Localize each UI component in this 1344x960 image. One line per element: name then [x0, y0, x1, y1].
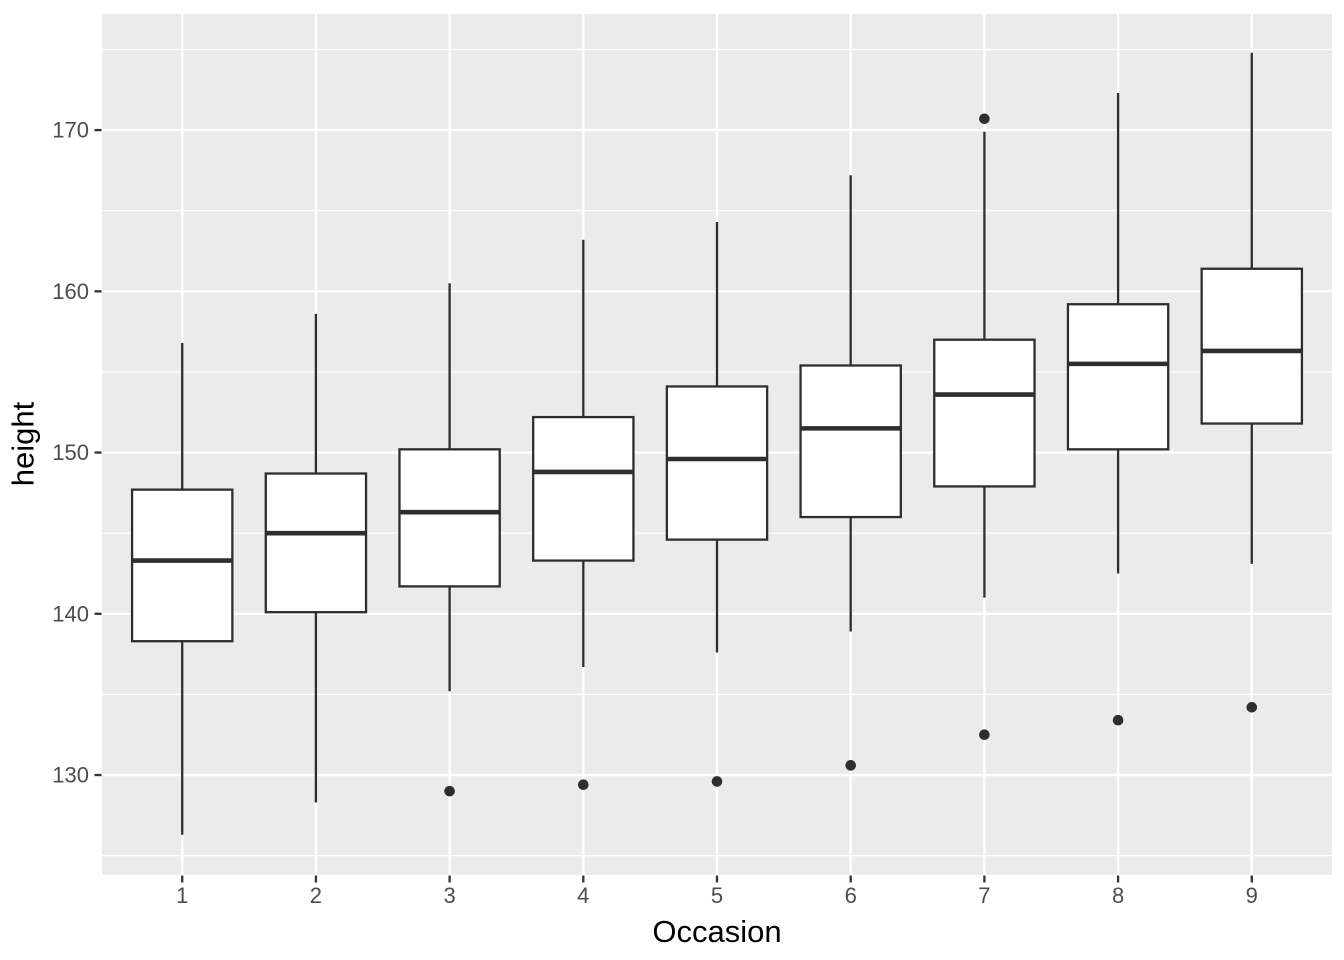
outlier-point [979, 729, 990, 741]
outlier-point [1112, 714, 1124, 726]
x-tick-label: 2 [310, 883, 322, 908]
x-tick-label: 6 [845, 883, 857, 908]
y-tick-label: 150 [52, 440, 89, 465]
x-axis-title: Occasion [652, 914, 782, 949]
boxplot-occasion-9 [1200, 52, 1304, 713]
boxplot-occasion-5 [665, 221, 769, 787]
outlier-point [845, 760, 856, 771]
iqr-box [933, 338, 1036, 488]
boxplot-occasion-2 [264, 313, 368, 803]
iqr-box [1066, 303, 1170, 451]
iqr-box [398, 448, 501, 588]
boxplot-occasion-6 [799, 175, 902, 771]
x-tick-label: 5 [711, 883, 723, 908]
y-tick-label: 170 [52, 118, 89, 143]
iqr-box [264, 472, 368, 614]
outlier-point [711, 776, 723, 787]
y-tick-label: 130 [52, 763, 89, 788]
boxplot-occasion-7 [933, 113, 1036, 741]
x-tick-label: 7 [978, 883, 990, 908]
iqr-box [665, 385, 769, 541]
boxplot-occasion-1 [130, 342, 234, 835]
outlier-point [578, 779, 589, 791]
outlier-point [1246, 702, 1258, 713]
x-tick-label: 9 [1246, 883, 1258, 908]
iqr-box [1200, 267, 1304, 425]
x-tick-label: 3 [443, 883, 455, 908]
outlier-point [979, 113, 990, 125]
y-axis-title: height [5, 401, 41, 487]
x-tick-label: 1 [176, 883, 188, 908]
y-tick-label: 140 [52, 601, 89, 626]
y-tick-label: 160 [52, 279, 89, 304]
boxplot-occasion-3 [398, 283, 501, 797]
outlier-point [444, 785, 455, 797]
x-tick-label: 8 [1112, 883, 1124, 908]
boxplot-occasion-8 [1066, 93, 1170, 726]
iqr-box [532, 415, 635, 562]
boxplot-occasion-4 [532, 239, 635, 791]
iqr-box [130, 488, 234, 643]
iqr-box [799, 364, 902, 519]
x-tick-label: 4 [577, 883, 589, 908]
